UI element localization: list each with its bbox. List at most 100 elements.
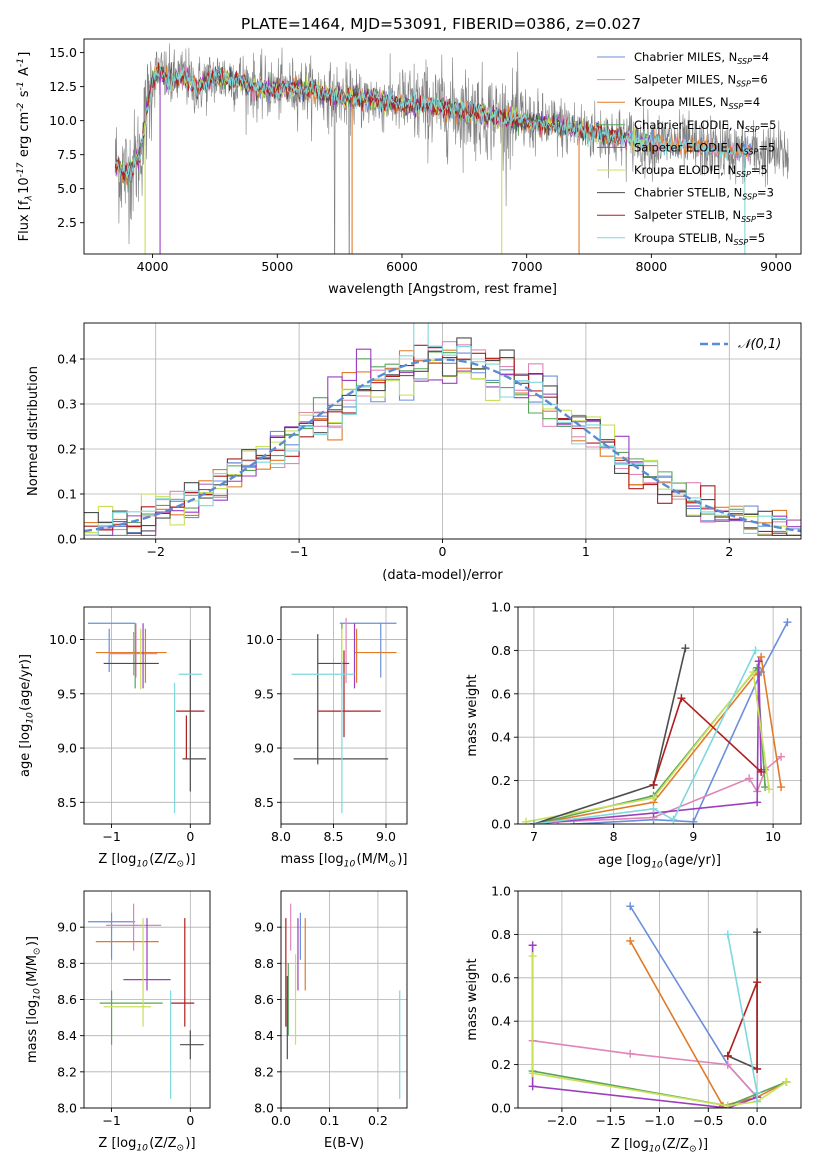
weight-line-8 <box>533 650 757 824</box>
axes-weight_vs_Z: −2.0 −1.5 −1.0 −0.5 0.0 0.0 0.2 0.4 0.6 0.8 1.0 Z [… <box>465 884 802 1154</box>
normal-legend-label: 𝒩(0,1) <box>738 337 781 352</box>
y-axis-label: Normed distribution <box>26 366 41 496</box>
y-tick-label: 8.6 <box>57 992 77 1007</box>
x-tick-label: 8.5 <box>324 829 344 844</box>
y-tick-label: 0.2 <box>491 773 511 788</box>
y-tick-label: 10.0 <box>49 113 77 128</box>
y-tick-label: 0.0 <box>491 1101 511 1116</box>
y-tick-label: 0.0 <box>57 532 77 547</box>
axes-frame: −1 0 8.0 8.2 8.4 8.6 8.8 9.0 Z [log10 (Z/Z⊙ )] ma… <box>25 890 211 1153</box>
x-tick-label: 0 <box>439 544 447 559</box>
model-spectrum-8 <box>114 64 752 181</box>
weight-line-1 <box>557 756 782 823</box>
axes-border <box>83 38 802 255</box>
axes-frame: −2.0 −1.5 −1.0 −0.5 0.0 0.0 0.2 0.4 0.6 0.8 1.0 Z [… <box>465 884 802 1154</box>
weight-marker-8-2 <box>669 815 678 824</box>
x-tick-label: 5000 <box>261 259 293 274</box>
weight-marker-7-2 <box>757 767 766 776</box>
x-tick-label: 9000 <box>760 259 792 274</box>
x-axis-label: Z [log10 (Z/Z⊙ )] <box>98 1136 195 1153</box>
y-tick-label: 8.4 <box>254 1028 274 1043</box>
legend-label-4: Salpeter ELODIE, NSSP=5 <box>634 140 775 156</box>
y-tick-label: 0.6 <box>491 686 511 701</box>
x-tick-label: −1.5 <box>596 1113 626 1128</box>
weight-marker-8-3 <box>751 646 760 655</box>
x-axis-label: Z [log10 (Z/Z⊙ )] <box>611 1137 708 1154</box>
y-axis-label: Flux [fλ 10-17 erg cm-2 s-1 A-1 ] <box>16 52 34 242</box>
weight-marker-8-2 <box>753 1097 762 1106</box>
x-tick-label: 0.0 <box>747 1113 767 1128</box>
legend-label-7: Salpeter STELIB, NSSP=3 <box>634 208 773 224</box>
weight-marker-2-0 <box>626 936 635 945</box>
axes-border <box>517 606 802 825</box>
x-axis-label: (data-model)/error <box>382 568 503 583</box>
weight-marker-8-1 <box>753 1088 762 1097</box>
x-tick-label: 1 <box>582 544 590 559</box>
y-tick-label: 7.5 <box>57 147 77 162</box>
weight-marker-8-1 <box>649 804 658 813</box>
x-tick-label: −2 <box>146 544 164 559</box>
x-tick-label: 0.0 <box>271 1113 291 1128</box>
y-axis-label: mass weight <box>465 674 480 756</box>
axes-mass_vs_EBV: 0.0 0.1 0.2 8.0 8.2 8.4 8.6 8.8 9.0 E(B-V) <box>254 890 408 1151</box>
y-tick-label: 9.0 <box>254 920 274 935</box>
axes-spectrum: 4000 5000 6000 7000 8000 9000 2.5 5.0 7.5 10.0 12.… <box>16 38 802 297</box>
x-tick-label: 0 <box>186 829 194 844</box>
weight-marker-6-0 <box>753 928 762 937</box>
weight-marker-2-3 <box>757 652 766 661</box>
plot-area <box>521 618 792 824</box>
weight-marker-4-3 <box>754 657 763 666</box>
axes-border <box>280 606 408 825</box>
spectrum-legend: Chabrier MILES, NSSP=4 Salpeter MILES, NS… <box>597 50 776 247</box>
y-tick-label: 0.0 <box>491 817 511 832</box>
x-tick-label: 7 <box>530 829 538 844</box>
y-tick-label: 10.0 <box>246 632 274 647</box>
axes-frame: 8.0 8.5 9.0 8.5 9.0 9.5 10.0 mass [log10 (M/M⊙ … <box>246 606 408 869</box>
x-tick-label: 9 <box>689 829 697 844</box>
y-tick-label: 8.5 <box>57 795 77 810</box>
weight-marker-0-2 <box>689 817 698 824</box>
weight-line-1 <box>532 1039 758 1098</box>
y-axis-label: age [log10 (age/yr)] <box>18 654 35 777</box>
legend-label-1: Salpeter MILES, NSSP=6 <box>634 73 768 89</box>
y-tick-label: 0.2 <box>57 442 77 457</box>
weight-marker-7-2 <box>753 1064 762 1073</box>
y-tick-label: 8.5 <box>254 795 274 810</box>
y-tick-label: 8.6 <box>254 992 274 1007</box>
weight-marker-1-2 <box>723 1060 732 1069</box>
y-tick-label: 9.0 <box>57 741 77 756</box>
y-tick-label: 0.4 <box>491 1014 511 1029</box>
weight-marker-8-0 <box>529 820 538 824</box>
x-tick-label: 2 <box>725 544 733 559</box>
axes-residuals: −2 −1 0 1 2 0.0 0.1 0.2 0.3 0.4 (data-model)/error… <box>26 322 802 583</box>
x-tick-label: 8 <box>610 829 618 844</box>
plot-area <box>291 617 397 814</box>
weight-marker-1-1 <box>626 1049 635 1058</box>
weight-marker-7-0 <box>649 780 658 789</box>
y-tick-label: 5.0 <box>57 181 77 196</box>
x-tick-label: 8000 <box>635 259 667 274</box>
weight-marker-3-2 <box>753 663 762 672</box>
y-tick-label: 8.4 <box>57 1028 77 1043</box>
y-tick-label: 15.0 <box>49 45 77 60</box>
plot-area <box>114 43 789 254</box>
legend-label-0: Chabrier MILES, NSSP=4 <box>634 50 769 66</box>
axes-age_vs_mass: 8.0 8.5 9.0 8.5 9.0 9.5 10.0 mass [log10 (M/M⊙ … <box>246 606 408 869</box>
axes-frame: 7 8 9 10 0.0 0.2 0.4 0.6 0.8 1.0 age [log10 (age/y… <box>465 600 802 870</box>
axes-border <box>83 606 211 825</box>
y-tick-label: 8.2 <box>57 1064 77 1079</box>
weight-marker-5-0 <box>521 817 530 824</box>
weight-marker-4-1 <box>528 1082 537 1091</box>
legend-label-2: Kroupa MILES, NSSP=4 <box>634 95 760 111</box>
weight-marker-7-1 <box>753 978 762 987</box>
plot-layer: 4000 5000 6000 7000 8000 90002.55.07.510.012.… <box>16 38 802 1154</box>
plot-area <box>285 903 401 1099</box>
weight-marker-0-0 <box>626 902 635 911</box>
y-axis-label: mass [log10 (M/M⊙ )] <box>25 936 42 1063</box>
weight-marker-2-4 <box>777 783 786 792</box>
axes-frame: −1 0 8.5 9.0 9.5 10.0 Z [log10 (Z/Z⊙ )] age [lo… <box>18 606 211 869</box>
weight-marker-5-3 <box>765 785 774 794</box>
y-tick-label: 9.5 <box>57 686 77 701</box>
y-tick-label: 1.0 <box>491 884 511 899</box>
